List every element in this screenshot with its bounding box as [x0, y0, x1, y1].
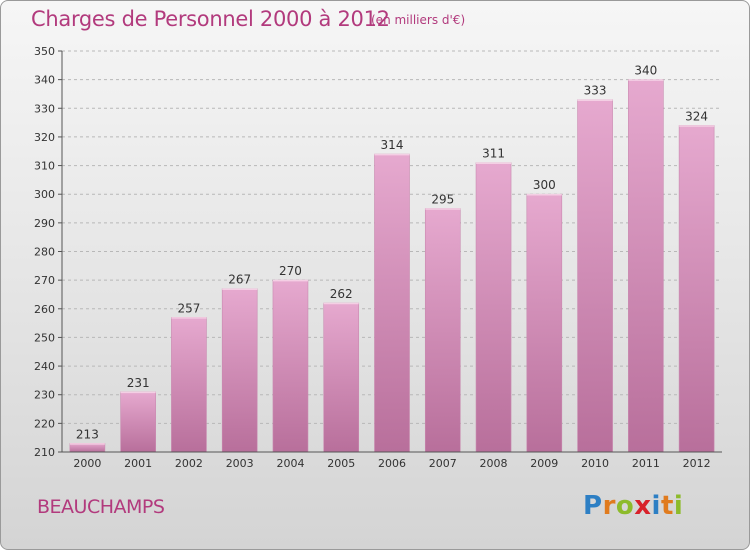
data-label: 257: [177, 301, 200, 315]
x-tick-label: 2007: [429, 457, 457, 470]
y-tick-label: 300: [34, 188, 55, 201]
data-label: 231: [127, 376, 150, 390]
bar-2011: [628, 79, 664, 453]
proxiti-logo[interactable]: Proxiti: [583, 491, 683, 521]
chart-title: Charges de Personnel 2000 à 2012: [31, 7, 390, 31]
y-tick-label: 350: [34, 45, 55, 58]
x-tick-label: 2005: [327, 457, 355, 470]
y-tick-label: 230: [34, 389, 55, 402]
logo-letter: o: [615, 491, 635, 521]
x-tick-label: 2012: [683, 457, 711, 470]
x-tick-label: 2011: [632, 457, 660, 470]
y-tick-label: 260: [34, 303, 55, 316]
data-label: 333: [584, 84, 607, 98]
bar-2004: [272, 279, 309, 453]
logo-letter: i: [673, 491, 684, 521]
logo-letter: r: [602, 491, 616, 521]
logo-letter: P: [583, 491, 603, 521]
data-label: 311: [482, 147, 505, 161]
data-label: 300: [533, 178, 556, 192]
x-tick-label: 2002: [175, 457, 203, 470]
bar-2002: [171, 317, 207, 453]
x-tick-label: 2001: [124, 457, 152, 470]
data-label: 295: [431, 193, 454, 207]
x-tick-label: 2009: [530, 457, 558, 470]
bar-2009: [526, 193, 563, 453]
x-tick-label: 2000: [73, 457, 101, 470]
bar-2010: [577, 99, 613, 453]
y-tick-label: 250: [34, 331, 55, 344]
bar-2008: [475, 162, 512, 453]
bars: 213 231 257 267 270 262 314 295 311 300 333 340 324: [69, 64, 715, 453]
y-tick-label: 240: [34, 360, 55, 373]
y-tick-label: 280: [34, 246, 55, 259]
axes: 210 220 230 240 250 260 270 280 290 300 310 320 330 3…: [34, 45, 722, 470]
bar-2006: [374, 153, 410, 453]
x-tick-label: 2010: [581, 457, 609, 470]
y-tick-label: 210: [34, 446, 55, 459]
data-label: 324: [685, 109, 708, 123]
x-tick-label: 2004: [276, 457, 304, 470]
bar-2001: [120, 391, 156, 453]
x-tick-label: 2003: [226, 457, 254, 470]
data-label: 262: [330, 287, 353, 301]
y-tick-label: 340: [34, 74, 55, 87]
bar-2003: [221, 288, 258, 453]
data-label: 267: [228, 273, 251, 287]
bar-2005: [323, 302, 360, 453]
bar-2012: [678, 125, 715, 453]
logo-letter: i: [651, 491, 661, 521]
data-label: 213: [76, 427, 99, 441]
chart-subtitle: (en milliers d'€): [371, 13, 466, 27]
bar-2007: [424, 208, 461, 453]
data-label: 314: [381, 138, 404, 152]
y-tick-label: 310: [34, 160, 55, 173]
y-tick-label: 220: [34, 417, 55, 430]
x-tick-label: 2008: [480, 457, 508, 470]
logo-letter: t: [660, 491, 674, 521]
data-label: 340: [634, 64, 657, 78]
y-tick-label: 330: [34, 102, 55, 115]
y-tick-label: 270: [34, 274, 55, 287]
logo-letter: x: [634, 491, 652, 521]
x-tick-label: 2006: [378, 457, 406, 470]
y-tick-label: 290: [34, 217, 55, 230]
commune-name: BEAUCHAMPS: [37, 496, 165, 518]
bar-2000: [69, 443, 106, 453]
y-tick-label: 320: [34, 131, 55, 144]
data-label: 270: [279, 264, 302, 278]
